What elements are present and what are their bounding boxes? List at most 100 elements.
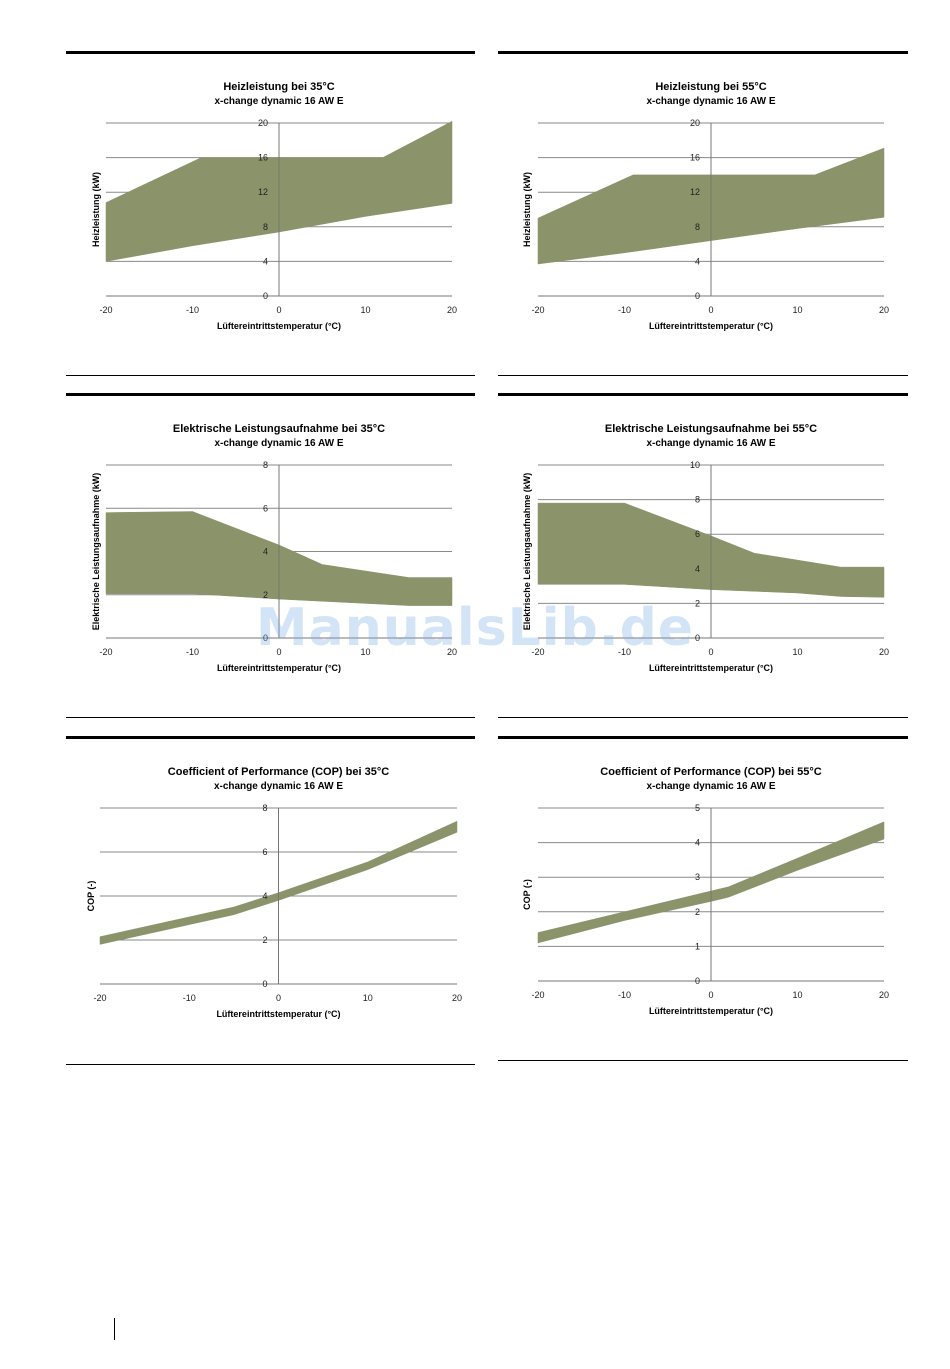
x-tick-label: -20	[531, 647, 544, 657]
x-axis-label: Lüftereintrittstemperatur (°C)	[649, 663, 773, 673]
y-tick-label: 16	[258, 153, 268, 163]
y-tick-label: 8	[263, 222, 268, 232]
y-tick-label: 5	[695, 803, 700, 813]
panel-top-rule	[66, 393, 475, 396]
x-tick-label: 20	[879, 990, 889, 1000]
panel-top-rule	[498, 51, 908, 54]
chart-subtitle: x-change dynamic 16 AW E	[214, 96, 343, 107]
x-tick-label: 0	[276, 993, 281, 1003]
y-axis-label: Elektrische Leistungsaufnahme (kW)	[522, 473, 532, 631]
x-tick-label: 0	[708, 305, 713, 315]
x-tick-label: -20	[99, 647, 112, 657]
chart-subtitle: x-change dynamic 16 AW E	[214, 781, 343, 792]
panel-bottom-rule	[66, 375, 475, 376]
x-tick-label: 20	[447, 305, 457, 315]
y-tick-label: 2	[263, 590, 268, 600]
x-tick-label: 0	[708, 647, 713, 657]
x-axis-label: Lüftereintrittstemperatur (°C)	[649, 1006, 773, 1016]
y-tick-label: 6	[695, 529, 700, 539]
panel-bottom-rule	[498, 1060, 908, 1061]
data-band	[99, 820, 458, 945]
y-tick-label: 12	[258, 187, 268, 197]
y-tick-label: 4	[695, 838, 700, 848]
chart-subtitle: x-change dynamic 16 AW E	[214, 438, 343, 449]
x-tick-label: -20	[99, 305, 112, 315]
y-tick-label: 8	[695, 495, 700, 505]
y-tick-label: 1	[695, 941, 700, 951]
y-tick-label: 0	[263, 633, 268, 643]
x-tick-label: -10	[183, 993, 196, 1003]
y-axis-label: Heizleistung (kW)	[522, 172, 532, 247]
chart-title: Coefficient of Performance (COP) bei 35°…	[168, 766, 389, 778]
x-tick-label: -10	[618, 990, 631, 1000]
x-tick-label: 10	[363, 993, 373, 1003]
panel-bottom-rule	[498, 375, 908, 376]
y-tick-label: 3	[695, 872, 700, 882]
x-tick-label: 20	[447, 647, 457, 657]
panel-bottom-rule	[66, 717, 475, 718]
y-tick-label: 0	[262, 979, 267, 989]
chart-title: Heizleistung bei 55°C	[655, 81, 766, 93]
panel-bottom-rule	[498, 717, 908, 718]
x-axis-label: Lüftereintrittstemperatur (°C)	[649, 321, 773, 331]
chart-subtitle: x-change dynamic 16 AW E	[646, 781, 775, 792]
y-tick-label: 0	[695, 291, 700, 301]
x-tick-label: 0	[708, 990, 713, 1000]
y-tick-label: 8	[262, 803, 267, 813]
x-tick-label: 0	[276, 647, 281, 657]
x-tick-label: 20	[879, 305, 889, 315]
x-tick-label: 10	[360, 305, 370, 315]
y-tick-label: 4	[262, 891, 267, 901]
y-axis-label: COP (-)	[86, 881, 96, 912]
y-axis-label: COP (-)	[522, 879, 532, 910]
x-tick-label: 20	[452, 993, 462, 1003]
y-tick-label: 2	[695, 598, 700, 608]
y-tick-label: 20	[258, 118, 268, 128]
y-tick-label: 2	[262, 935, 267, 945]
y-tick-label: 4	[695, 256, 700, 266]
y-tick-label: 0	[695, 976, 700, 986]
y-tick-label: 0	[695, 633, 700, 643]
x-axis-label: Lüftereintrittstemperatur (°C)	[217, 663, 341, 673]
chart-subtitle: x-change dynamic 16 AW E	[646, 438, 775, 449]
x-tick-label: -10	[618, 305, 631, 315]
y-tick-label: 10	[690, 460, 700, 470]
y-tick-label: 6	[263, 503, 268, 513]
x-tick-label: -10	[618, 647, 631, 657]
y-tick-label: 20	[690, 118, 700, 128]
page-marker-bar	[114, 1318, 115, 1340]
x-axis-label: Lüftereintrittstemperatur (°C)	[216, 1009, 340, 1019]
panel-top-rule	[498, 393, 908, 396]
y-axis-label: Elektrische Leistungsaufnahme (kW)	[91, 473, 101, 631]
panel-bottom-rule	[66, 1064, 475, 1065]
x-tick-label: -20	[531, 990, 544, 1000]
x-tick-label: 10	[792, 305, 802, 315]
y-tick-label: 12	[690, 187, 700, 197]
panel-top-rule	[66, 736, 475, 739]
x-tick-label: 10	[792, 647, 802, 657]
x-tick-label: 10	[360, 647, 370, 657]
y-axis-label: Heizleistung (kW)	[91, 172, 101, 247]
chart-title: Elektrische Leistungsaufnahme bei 55°C	[605, 423, 817, 435]
chart-title: Coefficient of Performance (COP) bei 55°…	[600, 766, 821, 778]
y-tick-label: 16	[690, 153, 700, 163]
y-tick-label: 2	[695, 907, 700, 917]
x-tick-label: -20	[531, 305, 544, 315]
y-tick-label: 4	[695, 564, 700, 574]
x-tick-label: -20	[93, 993, 106, 1003]
x-axis-label: Lüftereintrittstemperatur (°C)	[217, 321, 341, 331]
x-tick-label: -10	[186, 647, 199, 657]
x-tick-label: 10	[792, 990, 802, 1000]
x-tick-label: 20	[879, 647, 889, 657]
panel-top-rule	[498, 736, 908, 739]
x-tick-label: -10	[186, 305, 199, 315]
chart-subtitle: x-change dynamic 16 AW E	[646, 96, 775, 107]
chart-title: Elektrische Leistungsaufnahme bei 35°C	[173, 423, 385, 435]
y-tick-label: 0	[263, 291, 268, 301]
